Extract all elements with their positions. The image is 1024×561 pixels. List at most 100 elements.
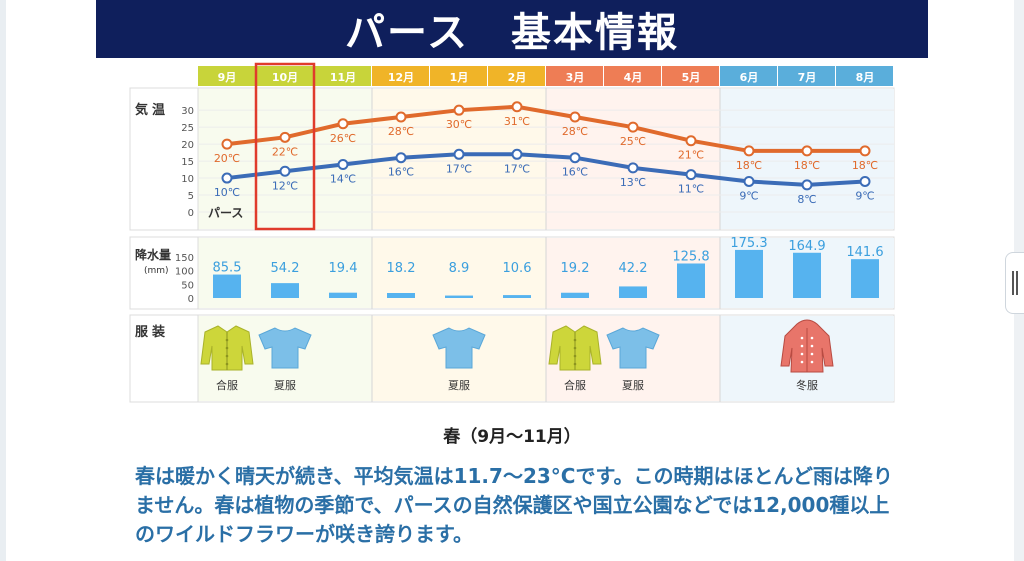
temperature-value-label: 20℃ [214, 152, 240, 165]
temperature-value-label: 17℃ [504, 162, 530, 175]
temperature-point [627, 162, 639, 174]
precipitation-value-label: 10.6 [503, 261, 532, 276]
temperature-value-label: 28℃ [562, 125, 588, 138]
precipitation-axis-tick: 100 [175, 267, 194, 278]
page-title: パース 基本情報 [96, 0, 928, 58]
month-header-cell [604, 66, 661, 86]
clothing-label: 夏服 [622, 379, 644, 392]
temperature-point [569, 111, 581, 123]
tshirt-shape [606, 327, 660, 369]
temperature-value-label: 18℃ [852, 159, 878, 172]
jacket-button [573, 362, 577, 366]
coat-button [810, 352, 814, 356]
temperature-row-label: 気温 [135, 102, 169, 118]
temperature-value-label: 26℃ [330, 132, 356, 145]
month-label: 6月 [740, 71, 759, 84]
precipitation-row-label: 降水量 [135, 247, 171, 262]
month-label: 1月 [450, 71, 469, 84]
temperature-point [337, 158, 349, 170]
coat-button [810, 360, 814, 364]
clothing-label: 夏服 [448, 379, 470, 392]
tshirt-icon [432, 327, 486, 369]
precipitation-value-label: 19.4 [329, 261, 358, 276]
jacket-button [225, 362, 229, 366]
precipitation-bar [213, 274, 241, 298]
temperature-value-label: 9℃ [855, 189, 874, 202]
month-header-cell [720, 66, 777, 86]
jacket-button [225, 354, 229, 358]
coat-button [800, 344, 804, 348]
temperature-axis-tick: 5 [188, 191, 194, 202]
precipitation-bar [329, 292, 357, 298]
temperature-value-label: 18℃ [736, 159, 762, 172]
coat-button [800, 360, 804, 364]
clothing-label: 合服 [216, 378, 238, 392]
precipitation-bar [677, 263, 705, 298]
precipitation-value-label: 175.3 [730, 236, 767, 251]
temperature-value-label: 21℃ [678, 149, 704, 162]
temperature-value-label: 8℃ [797, 193, 816, 206]
precipitation-value-label: 164.9 [788, 239, 825, 254]
precipitation-bar [735, 249, 763, 298]
temperature-point [859, 175, 871, 187]
temperature-point [743, 145, 755, 157]
month-header-cell [836, 66, 893, 86]
month-label: 12月 [388, 71, 414, 84]
temperature-value-label: 13℃ [620, 176, 646, 189]
temperature-axis-tick: 0 [188, 208, 194, 219]
temperature-axis-tick: 30 [181, 106, 194, 117]
tshirt-icon [258, 327, 312, 369]
precipitation-value-label: 125.8 [672, 249, 709, 264]
temperature-value-label: 12℃ [272, 179, 298, 192]
jacket-button [573, 338, 577, 342]
temperature-axis-tick: 15 [181, 157, 194, 168]
temperature-value-label: 31℃ [504, 115, 530, 128]
temperature-point [395, 152, 407, 164]
precipitation-value-label: 85.5 [213, 261, 242, 276]
precipitation-bar [445, 295, 473, 298]
side-panel-handle[interactable] [1005, 252, 1024, 314]
tshirt-shape [432, 327, 486, 369]
jacket-icon [200, 325, 254, 371]
temperature-line-0 [226, 104, 865, 153]
month-header-cell [430, 66, 487, 86]
highlight-month-box [254, 62, 316, 231]
location-label: パース [208, 206, 243, 220]
season-background [720, 89, 894, 229]
temperature-value-label: 16℃ [562, 166, 588, 179]
jacket-button [573, 346, 577, 350]
precipitation-bar [503, 295, 531, 298]
temperature-value-label: 10℃ [214, 186, 240, 199]
temperature-value-label: 11℃ [678, 183, 704, 196]
jacket-icon [548, 325, 602, 371]
temperature-point [685, 169, 697, 181]
season-description: 春は暖かく晴天が続き、平均気温は11.7〜23°Cです。この時期はほとんど雨は降… [135, 464, 893, 546]
clothing-row-label: 服装 [135, 324, 169, 340]
temperature-value-label: 22℃ [272, 145, 298, 158]
temperature-value-label: 25℃ [620, 135, 646, 148]
temperature-value-label: 16℃ [388, 166, 414, 179]
month-label: 8月 [856, 71, 875, 84]
temperature-axis-tick: 25 [181, 123, 194, 134]
temperature-value-label: 18℃ [794, 159, 820, 172]
month-header-cell [546, 66, 603, 86]
temperature-point [279, 165, 291, 177]
coat-button [800, 352, 804, 356]
month-label: 10月 [272, 71, 298, 84]
temperature-value-label: 9℃ [739, 189, 758, 202]
temperature-point [801, 145, 813, 157]
jacket-button [225, 346, 229, 350]
temperature-line-1 [226, 152, 866, 187]
month-label: 4月 [624, 71, 643, 84]
temperature-point [859, 145, 871, 157]
temperature-point [221, 172, 233, 184]
month-header-cell [198, 66, 255, 86]
precipitation-value-label: 42.2 [619, 261, 648, 276]
clothing-label: 合服 [564, 378, 586, 392]
coat-icon [780, 319, 834, 373]
precipitation-axis-tick: 0 [188, 294, 194, 305]
month-label: 2月 [508, 71, 527, 84]
temperature-axis-tick: 20 [181, 140, 194, 151]
coat-button [800, 336, 804, 340]
